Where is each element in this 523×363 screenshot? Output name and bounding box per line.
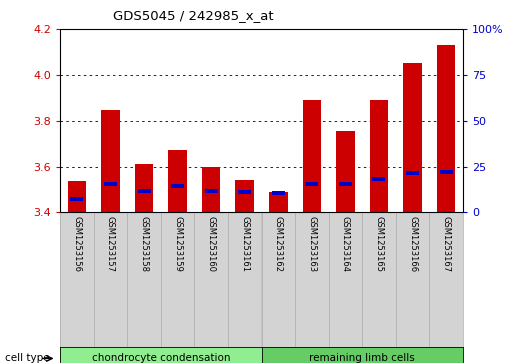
Text: GSM1253158: GSM1253158: [140, 216, 149, 272]
Bar: [370, 100, 388, 212]
Text: GSM1253159: GSM1253159: [173, 216, 182, 272]
Bar: [303, 100, 321, 212]
Text: GSM1253161: GSM1253161: [240, 216, 249, 272]
Bar: [403, 64, 422, 212]
Text: GSM1253166: GSM1253166: [408, 216, 417, 273]
Text: GSM1253164: GSM1253164: [341, 216, 350, 272]
Bar: [339, 182, 352, 186]
Bar: [406, 171, 419, 175]
Bar: [238, 190, 251, 194]
Text: GSM1253160: GSM1253160: [207, 216, 215, 272]
Bar: [171, 184, 184, 188]
Bar: [138, 188, 151, 193]
Text: GSM1253167: GSM1253167: [441, 216, 451, 273]
Bar: [202, 167, 220, 212]
Bar: [372, 177, 385, 181]
Bar: [135, 164, 153, 212]
Bar: [272, 191, 285, 195]
Bar: [269, 192, 288, 212]
Bar: [67, 182, 86, 212]
Text: GSM1253163: GSM1253163: [308, 216, 316, 273]
Text: GSM1253165: GSM1253165: [374, 216, 383, 272]
Bar: [440, 170, 452, 174]
Text: cell type: cell type: [5, 354, 50, 363]
Text: chondrocyte condensation: chondrocyte condensation: [92, 354, 230, 363]
Bar: [437, 45, 456, 212]
Bar: [204, 188, 218, 193]
Bar: [235, 180, 254, 212]
Text: GSM1253156: GSM1253156: [72, 216, 82, 272]
Text: remaining limb cells: remaining limb cells: [309, 354, 415, 363]
Text: GDS5045 / 242985_x_at: GDS5045 / 242985_x_at: [113, 9, 274, 22]
Bar: [305, 182, 319, 186]
Bar: [71, 196, 83, 201]
Bar: [104, 182, 117, 186]
Text: GSM1253157: GSM1253157: [106, 216, 115, 272]
Bar: [336, 131, 355, 212]
Bar: [101, 110, 120, 212]
Bar: [168, 151, 187, 212]
Text: GSM1253162: GSM1253162: [274, 216, 283, 272]
